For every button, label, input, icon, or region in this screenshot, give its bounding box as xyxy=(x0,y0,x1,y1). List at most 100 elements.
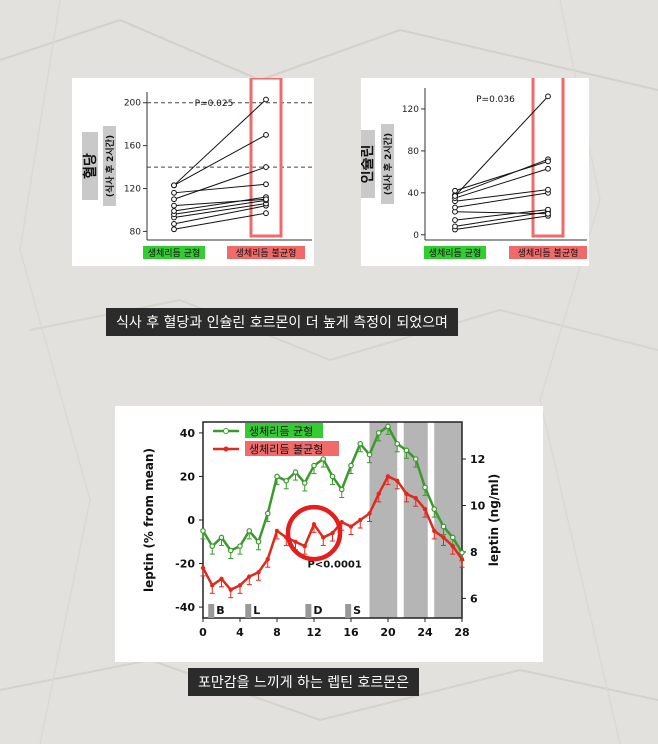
insulin-ylabel-sub: (식사 후 2시간) xyxy=(382,133,394,195)
insulin-point-imbalanced xyxy=(545,210,551,217)
glucose-pvalue: P=0.025 xyxy=(195,99,234,109)
leptin-point-imbalanced xyxy=(459,557,465,562)
leptin-xtick-label: 28 xyxy=(454,626,469,639)
leptin-point-balanced xyxy=(237,543,243,549)
glucose-point-balanced xyxy=(171,221,177,227)
insulin-pair-line xyxy=(454,211,549,227)
leptin-point-balanced xyxy=(264,510,271,517)
glucose-category-imbalanced: 생체리듬 불균형 xyxy=(236,248,297,259)
leptin-ytick-label-left: -20 xyxy=(175,558,195,571)
insulin-ylabel-sub-group: (식사 후 2시간) xyxy=(381,124,394,204)
glucose-highlight-box xyxy=(249,76,283,238)
legend-label-imbalanced: 생체리듬 불균형 xyxy=(249,443,323,456)
leptin-point-imbalanced xyxy=(247,574,252,579)
insulin-panel: 0 40 80 120 P=0.036 생체리듬 균형 생체리듬 불균형 인슐린 (식사 후 2… xyxy=(359,72,589,266)
leptin-point-balanced xyxy=(320,456,327,462)
glucose-ylabel-sub-bg xyxy=(103,126,116,206)
glucose-point-imbalanced xyxy=(263,164,269,170)
leptin-point-balanced xyxy=(329,473,336,480)
leptin-point-imbalanced xyxy=(441,535,446,540)
insulin-category-bg-balanced xyxy=(424,246,486,259)
leptin-point-balanced xyxy=(227,547,234,554)
insulin-point-imbalanced xyxy=(545,165,551,172)
insulin-point-balanced xyxy=(452,223,458,230)
leptin-point-imbalanced xyxy=(422,506,428,512)
glucose-point-imbalanced xyxy=(263,96,269,103)
leptin-point-imbalanced xyxy=(274,528,280,534)
leptin-point-imbalanced xyxy=(385,474,391,479)
leptin-point-balanced xyxy=(348,462,354,469)
insulin-point-balanced xyxy=(452,187,458,194)
legend-marker-balanced xyxy=(223,428,229,434)
legend-bg-balanced xyxy=(245,423,323,438)
legend-bg-imbalanced xyxy=(245,441,339,456)
leptin-ylabel-left: leptin (% from mean) xyxy=(142,448,156,592)
glucose-pair-line xyxy=(173,203,267,218)
glucose-category-balanced: 생체리듬 균형 xyxy=(148,248,201,259)
leptin-ytick-label-right: 6 xyxy=(470,592,478,605)
caption-bottom: 포만감을 느끼게 하는 렙틴 호르몬은 xyxy=(188,668,419,696)
leptin-point-imbalanced xyxy=(293,539,298,544)
leptin-point-imbalanced xyxy=(321,535,326,540)
leptin-point-balanced xyxy=(274,473,280,480)
insulin-ylabel-main: 인슐린 xyxy=(361,145,376,184)
leptin-meal-marker xyxy=(305,604,312,618)
leptin-meal-label: L xyxy=(253,604,260,617)
insulin-pair-line xyxy=(454,168,549,199)
glucose-pair-line xyxy=(173,196,267,212)
legend-label-balanced: 생체리듬 균형 xyxy=(249,425,313,438)
leptin-point-balanced xyxy=(459,549,465,556)
insulin-point-imbalanced xyxy=(545,186,551,193)
glucose-pair-line xyxy=(173,134,267,186)
insulin-ylabel-bg xyxy=(359,130,375,198)
leptin-point-balanced xyxy=(431,506,438,512)
glucose-chart: 80 120 160 200 P=0.025 생체리듬 균형 생체리듬 불균형 혈당 (식사 후… xyxy=(82,76,312,259)
insulin-pair-line xyxy=(454,96,549,197)
leptin-shaded-period xyxy=(369,422,398,618)
insulin-point-balanced xyxy=(452,204,458,211)
leptin-point-imbalanced xyxy=(367,511,372,516)
leptin-xtick-label: 12 xyxy=(306,626,321,639)
leptin-point-imbalanced xyxy=(311,522,317,527)
insulin-pair-line xyxy=(454,211,549,215)
insulin-category-imbalanced: 생체리듬 불균형 xyxy=(518,248,579,259)
leptin-xtick-label: 8 xyxy=(273,626,281,639)
insulin-point-balanced xyxy=(452,193,458,199)
glucose-pair-line xyxy=(173,166,267,200)
leptin-xtick-label: 16 xyxy=(343,626,359,639)
leptin-xtick-label: 24 xyxy=(417,626,433,639)
glucose-point-imbalanced xyxy=(263,210,269,217)
leptin-point-imbalanced xyxy=(330,530,335,536)
insulin-chart: 0 40 80 120 P=0.036 생체리듬 균형 생체리듬 불균형 인슐린 (식사 후 2… xyxy=(359,72,587,259)
glucose-ylabel-bg xyxy=(82,132,98,200)
leptin-point-balanced xyxy=(311,462,317,469)
insulin-pair-line xyxy=(454,189,549,202)
glucose-pair-line xyxy=(173,205,267,225)
leptin-ylabel-right: leptin (ng/ml) xyxy=(487,474,501,567)
leptin-shaded-period xyxy=(434,422,462,618)
leptin-point-balanced xyxy=(200,528,206,534)
leptin-point-balanced xyxy=(394,440,401,447)
leptin-meal-marker xyxy=(345,604,352,618)
leptin-point-imbalanced xyxy=(404,491,409,497)
leptin-point-balanced xyxy=(283,478,290,484)
leptin-point-imbalanced xyxy=(210,583,215,588)
caption-top: 식사 후 혈당과 인슐린 호르몬이 더 높게 측정이 되었으며 xyxy=(106,308,458,336)
leptin-ytick-label-left: 40 xyxy=(180,427,196,440)
insulin-pair-line xyxy=(454,160,549,192)
leptin-ytick-label-left: 0 xyxy=(187,514,195,527)
glucose-ytick-label: 200 xyxy=(124,99,141,109)
leptin-meal-marker xyxy=(208,604,215,618)
leptin-highlight-circle xyxy=(285,504,343,562)
glucose-point-balanced xyxy=(171,196,177,203)
insulin-ytick-label: 80 xyxy=(408,147,420,157)
leptin-shaded-period xyxy=(403,422,428,618)
leptin-point-balanced xyxy=(422,484,428,491)
leptin-point-imbalanced xyxy=(237,583,243,588)
glucose-pair-line xyxy=(173,212,267,230)
leptin-point-balanced xyxy=(449,534,456,541)
leptin-xtick-label: 20 xyxy=(380,626,396,639)
glucose-pair-line xyxy=(173,183,267,194)
leptin-point-imbalanced xyxy=(450,543,455,549)
glucose-pair-line xyxy=(173,99,267,186)
